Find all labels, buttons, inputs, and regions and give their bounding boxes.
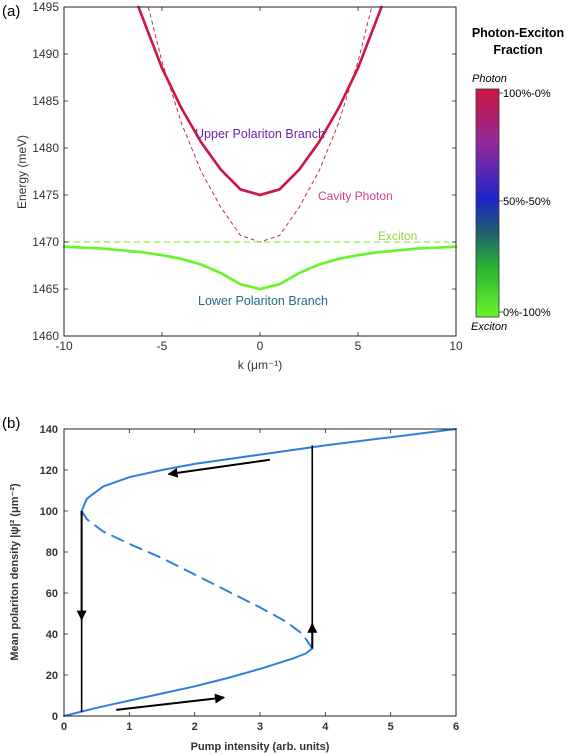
x-tick-label: 6 xyxy=(453,721,459,733)
y-tick-label: 1485 xyxy=(32,94,59,108)
hysteresis-arrow xyxy=(167,458,270,478)
colorbar-title-line1: Photon-Exciton xyxy=(472,26,564,40)
colorbar-title-line2: Fraction xyxy=(493,43,542,57)
panel-a-ylabel: Energy (meV) xyxy=(15,135,29,209)
panel-a: (a) -10 -5 0 5 10 1460 1465 1470 1475 1480 1485 149… xyxy=(2,0,564,372)
x-tick-label: -10 xyxy=(55,339,73,353)
x-tick-label: 3 xyxy=(257,721,263,733)
y-tick-label: 1470 xyxy=(32,235,59,249)
y-tick-label: 0 xyxy=(52,711,58,723)
y-tick-label: 1490 xyxy=(32,47,59,61)
y-tick-label: 100 xyxy=(40,506,58,518)
x-tick-label: 10 xyxy=(449,339,463,353)
y-tick-label: 1475 xyxy=(32,188,59,202)
panel-a-axes-frame xyxy=(63,6,457,337)
label-cavity-photon: Cavity Photon xyxy=(318,189,393,203)
panel-b-arrows xyxy=(76,445,318,712)
x-tick-label: 1 xyxy=(126,721,132,733)
panel-b-ylabel: Mean polariton density |ψ|² (μm⁻²) xyxy=(9,483,21,661)
y-tick-label: 40 xyxy=(46,629,58,641)
x-tick-label: 0 xyxy=(61,721,67,733)
panel-b-xlabel: Pump intensity (arb. units) xyxy=(191,741,330,753)
colorbar xyxy=(475,88,500,318)
upper-stable-branch-line xyxy=(80,428,457,512)
x-tick-label: 5 xyxy=(355,339,362,353)
hysteresis-arrow xyxy=(116,693,226,711)
y-tick-label: 80 xyxy=(46,547,58,559)
upper-polariton-branch-line xyxy=(137,5,383,197)
panel-a-curves xyxy=(62,5,458,291)
label-exciton: Exciton xyxy=(378,229,417,243)
y-tick-label: 60 xyxy=(46,588,58,600)
panel-a-xlabel: k (μm⁻¹) xyxy=(238,358,283,372)
y-tick-label: 140 xyxy=(40,424,58,436)
y-tick-label: 120 xyxy=(40,465,58,477)
panel-a-ticks: -10 -5 0 5 10 1460 1465 1470 1475 1480 1485 1490 149… xyxy=(32,0,463,353)
x-tick-label: -5 xyxy=(157,339,168,353)
colorbar-tick-label: 0%-100% xyxy=(503,307,551,319)
colorbar-tick-label: 50%-50% xyxy=(503,196,551,208)
panel-a-label: (a) xyxy=(2,3,20,20)
label-lower-polariton-branch: Lower Polariton Branch xyxy=(198,294,328,308)
x-tick-label: 0 xyxy=(257,339,264,353)
lower-polariton-branch-line xyxy=(62,245,458,291)
colorbar-exciton-label: Exciton xyxy=(471,321,507,333)
colorbar-tick-label: 100%-0% xyxy=(503,88,551,100)
panel-b-curves xyxy=(63,428,457,717)
y-tick-label: 1495 xyxy=(32,0,59,14)
x-tick-label: 4 xyxy=(322,721,329,733)
unstable-branch-line xyxy=(80,510,314,650)
y-tick-label: 20 xyxy=(46,670,58,682)
label-upper-polariton-branch: Upper Polariton Branch xyxy=(195,127,325,141)
cavity-photon-line xyxy=(147,6,373,243)
y-tick-label: 1480 xyxy=(32,141,59,155)
branch-segment xyxy=(378,5,383,13)
y-tick-label: 1460 xyxy=(32,329,59,343)
panel-b-label: (b) xyxy=(2,415,20,432)
colorbar-photon-label: Photon xyxy=(472,73,507,85)
panel-b-axes-frame xyxy=(63,428,457,717)
x-tick-label: 2 xyxy=(192,721,198,733)
y-tick-label: 1465 xyxy=(32,282,59,296)
lower-stable-branch-line xyxy=(63,647,314,717)
x-tick-label: 5 xyxy=(388,721,394,733)
